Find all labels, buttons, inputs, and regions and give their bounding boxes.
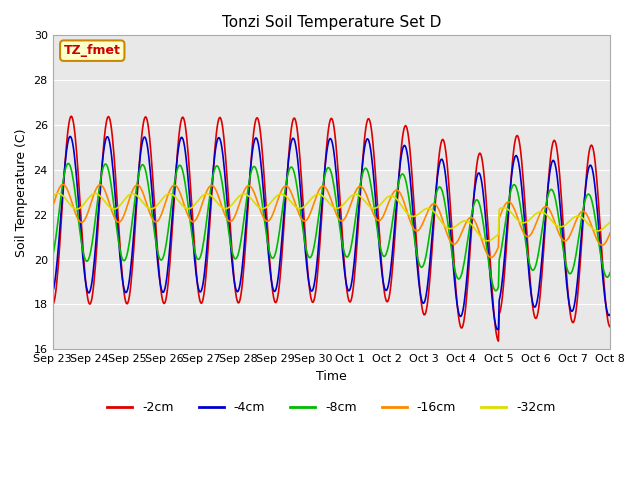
-8cm bbox=[59, 180, 67, 186]
-8cm bbox=[416, 263, 424, 269]
-4cm bbox=[400, 143, 408, 149]
-2cm bbox=[59, 195, 67, 201]
Legend: -2cm, -4cm, -8cm, -16cm, -32cm: -2cm, -4cm, -8cm, -16cm, -32cm bbox=[102, 396, 561, 420]
-16cm bbox=[173, 185, 181, 191]
-8cm bbox=[49, 253, 56, 259]
-2cm bbox=[400, 126, 408, 132]
-2cm bbox=[117, 255, 125, 261]
-32cm bbox=[60, 193, 67, 199]
-32cm bbox=[117, 202, 125, 207]
-4cm bbox=[117, 263, 125, 269]
-16cm bbox=[606, 230, 614, 236]
-8cm bbox=[203, 215, 211, 221]
-16cm bbox=[49, 204, 56, 210]
-4cm bbox=[416, 289, 424, 295]
-4cm bbox=[59, 188, 67, 193]
-4cm bbox=[173, 153, 181, 159]
-8cm bbox=[606, 270, 614, 276]
Y-axis label: Soil Temperature (C): Soil Temperature (C) bbox=[15, 128, 28, 257]
Line: -8cm: -8cm bbox=[52, 163, 610, 291]
-16cm bbox=[59, 181, 67, 187]
-8cm bbox=[65, 160, 72, 166]
-16cm bbox=[117, 218, 125, 224]
-16cm bbox=[400, 199, 408, 204]
-2cm bbox=[173, 148, 181, 154]
Line: -32cm: -32cm bbox=[52, 193, 610, 241]
-8cm bbox=[173, 166, 181, 171]
-4cm bbox=[49, 289, 56, 295]
-32cm bbox=[49, 194, 56, 200]
-8cm bbox=[400, 172, 408, 178]
Line: -2cm: -2cm bbox=[52, 116, 610, 341]
-2cm bbox=[203, 261, 211, 267]
-32cm bbox=[606, 219, 614, 225]
-32cm bbox=[173, 196, 181, 202]
-4cm bbox=[203, 245, 211, 251]
-32cm bbox=[203, 191, 211, 197]
-4cm bbox=[606, 312, 614, 317]
Text: TZ_fmet: TZ_fmet bbox=[64, 44, 121, 57]
X-axis label: Time: Time bbox=[316, 370, 347, 383]
-2cm bbox=[606, 324, 614, 330]
-16cm bbox=[416, 226, 424, 231]
-2cm bbox=[67, 113, 75, 119]
-2cm bbox=[416, 289, 424, 295]
-16cm bbox=[60, 182, 67, 188]
-2cm bbox=[495, 338, 502, 344]
-8cm bbox=[117, 251, 125, 257]
-32cm bbox=[416, 210, 424, 216]
-16cm bbox=[488, 254, 495, 260]
-32cm bbox=[400, 206, 408, 212]
-16cm bbox=[203, 188, 211, 193]
-2cm bbox=[49, 301, 56, 307]
-4cm bbox=[494, 327, 502, 333]
-4cm bbox=[67, 133, 74, 139]
-32cm bbox=[54, 191, 62, 196]
-8cm bbox=[492, 288, 500, 294]
Line: -16cm: -16cm bbox=[52, 184, 610, 257]
Line: -4cm: -4cm bbox=[52, 136, 610, 330]
-32cm bbox=[484, 238, 492, 244]
Title: Tonzi Soil Temperature Set D: Tonzi Soil Temperature Set D bbox=[221, 15, 441, 30]
